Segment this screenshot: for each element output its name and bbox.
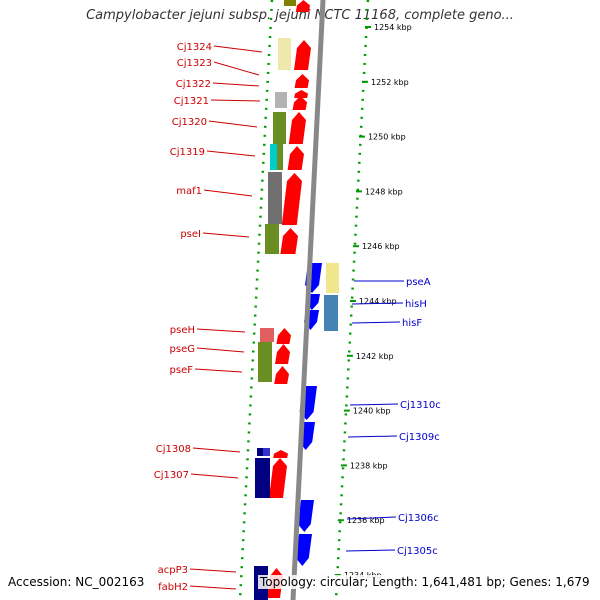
- gene-arrow-forward: [269, 458, 287, 498]
- gene-arrow-forward: [274, 366, 289, 384]
- gene-label-forward-leader: [189, 568, 237, 573]
- category-box: [263, 448, 270, 456]
- gene-label-forward: pseF: [170, 365, 194, 376]
- category-box: [270, 144, 277, 170]
- gene-label-forward-leader: [212, 82, 260, 87]
- gene-label-forward: Cj1320: [172, 117, 207, 128]
- category-box: [284, 0, 296, 6]
- gene-label-forward: Cj1319: [170, 147, 205, 158]
- category-box: [268, 172, 282, 224]
- gene-label-forward-leader: [190, 473, 239, 479]
- category-box: [277, 144, 283, 170]
- gene-label-reverse: Cj1309c: [399, 432, 440, 443]
- scale-label: 1242 kbp: [356, 352, 394, 361]
- gene-label-forward-leader: [196, 347, 245, 353]
- gene-label-forward: maf1: [176, 186, 202, 197]
- category-box: [273, 112, 286, 144]
- gene-arrow-forward: [294, 90, 308, 98]
- scale-label: 1236 kbp: [347, 516, 385, 525]
- gene-label-forward: Cj1323: [177, 58, 212, 69]
- gene-arrow-forward: [281, 173, 302, 225]
- gene-label-reverse: Cj1310c: [400, 400, 441, 411]
- gene-label-forward-leader: [213, 61, 260, 76]
- gene-label-reverse: Cj1306c: [398, 513, 439, 524]
- scale-label: 1250 kbp: [368, 133, 406, 142]
- gene-labels: Cj1324 Cj1323 Cj1322 Cj1321 Cj1320 Cj1319 maf1…: [154, 42, 441, 593]
- category-box: [265, 224, 279, 254]
- gene-label-reverse-leader: [347, 435, 398, 438]
- gene-label-forward: pseI: [180, 229, 201, 240]
- outer-tick-ring: [334, 0, 370, 600]
- gene-label-reverse-leader: [345, 549, 396, 552]
- gene-label-forward-leader: [206, 150, 256, 157]
- gene-arrow-reverse: [295, 534, 312, 566]
- label-leaders: [189, 45, 404, 590]
- gene-label-forward-leader: [194, 368, 243, 373]
- category-box: [257, 448, 263, 456]
- gene-label-reverse-leader: [349, 403, 399, 406]
- gene-arrow-forward: [287, 146, 304, 170]
- scale-label: 1238 kbp: [350, 461, 388, 470]
- gene-arrow-forward: [294, 74, 309, 88]
- scale-label: 1244 kbp: [359, 297, 397, 306]
- gene-arrow-forward: [288, 112, 306, 144]
- gene-label-reverse: hisH: [405, 299, 427, 310]
- gene-label-forward-leader: [196, 328, 246, 333]
- gene-label-forward-leader: [208, 120, 258, 128]
- category-box: [258, 342, 272, 382]
- summary-text: Topology: circular; Length: 1,641,481 bp…: [258, 575, 592, 589]
- scale-label: 1248 kbp: [365, 187, 403, 196]
- map-title: Campylobacter jejuni subsp. jejuni NCTC …: [86, 8, 514, 23]
- gene-label-forward-leader: [192, 447, 241, 453]
- category-box: [275, 92, 287, 108]
- gene-label-forward: Cj1308: [156, 444, 191, 455]
- scale-ticks: 1254 kbp 1252 kbp 1250 kbp 1248 kbp 1246 kbp…: [238, 0, 412, 600]
- category-box: [278, 38, 291, 70]
- gene-label-reverse-leader: [351, 302, 404, 305]
- gene-label-forward: pseG: [170, 344, 195, 355]
- gene-label-forward-leader: [202, 232, 250, 238]
- category-box: [324, 295, 338, 331]
- backbone-line: [290, 0, 326, 600]
- gene-arrow-forward: [273, 450, 288, 458]
- gene-arrow-forward: [275, 344, 290, 364]
- gene-label-forward-leader: [210, 99, 261, 102]
- scale-label: 1246 kbp: [362, 242, 400, 251]
- gene-label-forward: Cj1322: [176, 79, 211, 90]
- gene-label-reverse: hisF: [402, 318, 422, 329]
- gene-arrow-forward: [276, 328, 291, 344]
- gene-label-reverse-leader: [346, 516, 397, 520]
- gene-arrow-forward: [292, 96, 307, 110]
- gene-label-reverse: Cj1305c: [397, 546, 438, 557]
- category-box: [326, 263, 339, 293]
- category-box: [255, 458, 270, 498]
- gene-label-forward: acpP3: [158, 565, 188, 576]
- gene-label-reverse: pseA: [406, 277, 431, 288]
- scale-label: 1240 kbp: [353, 407, 391, 416]
- gene-label-forward: Cj1324: [177, 42, 212, 53]
- gene-label-reverse-leader: [351, 321, 401, 324]
- backbone: [290, 0, 326, 600]
- scale-label: 1252 kbp: [371, 78, 409, 87]
- inner-tick-ring: [238, 0, 274, 600]
- gene-label-forward: fabH2: [158, 582, 188, 593]
- gene-label-forward: Cj1307: [154, 470, 189, 481]
- gene-label-forward-leader: [189, 585, 237, 590]
- gene-label-forward-leader: [203, 189, 253, 197]
- gene-arrow-forward: [294, 40, 311, 70]
- category-box: [260, 328, 274, 342]
- scale-label: 1254 kbp: [374, 23, 412, 32]
- accession-text: Accession: NC_002163: [8, 575, 145, 589]
- gene-arrow-forward: [295, 0, 310, 12]
- gene-label-forward: pseH: [170, 325, 195, 336]
- gene-arrow-reverse: [297, 500, 314, 532]
- gene-arrow-forward: [280, 228, 298, 254]
- gene-label-forward-leader: [213, 45, 263, 53]
- gene-label-forward: Cj1321: [174, 96, 209, 107]
